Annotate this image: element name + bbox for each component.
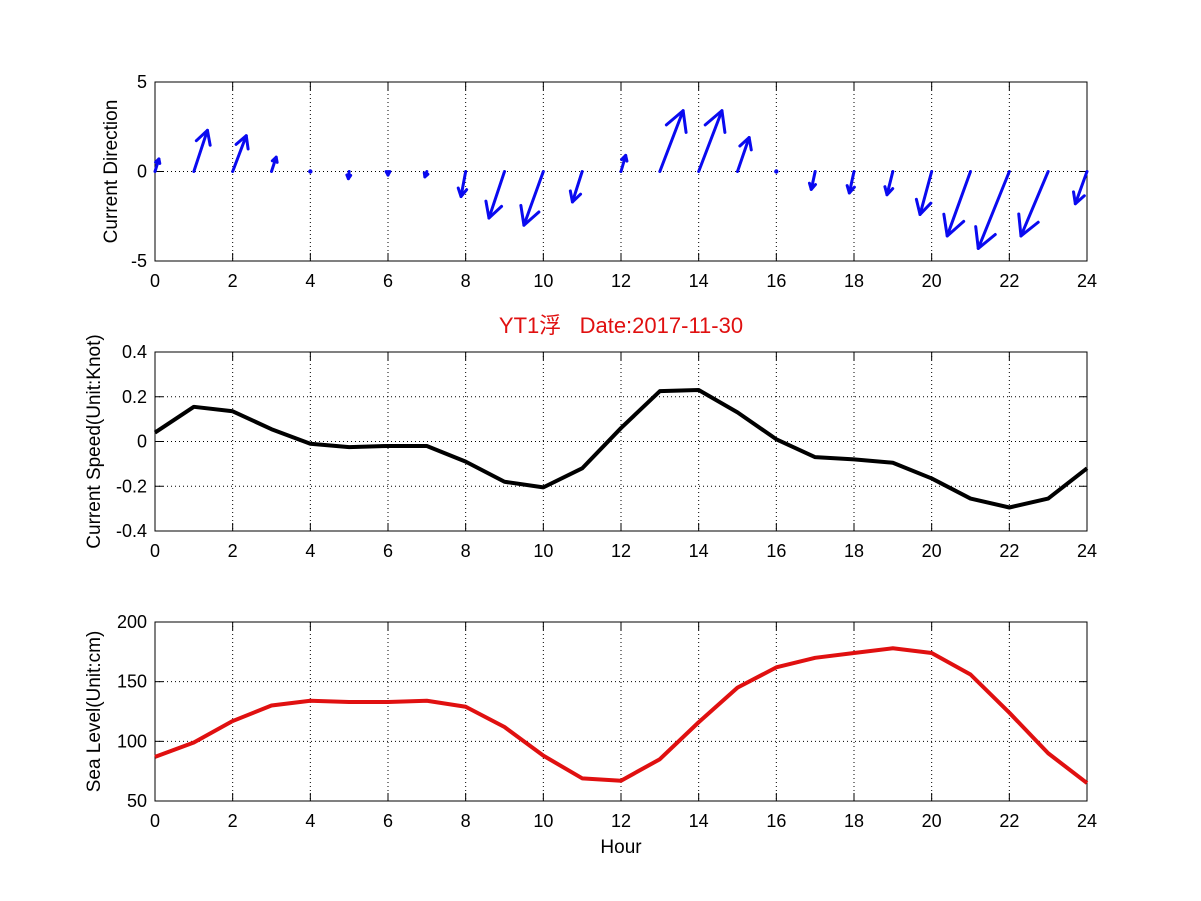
x-tick-label: 18 [844,811,864,831]
y-tick-label: -0.2 [116,476,147,496]
x-tick-label: 2 [228,811,238,831]
x-tick-label: 14 [689,541,709,561]
figure-title: YT1浮 Date:2017-11-30 [499,313,743,338]
sea-level-grid [155,622,1087,801]
current-arrow [883,170,895,197]
current-direction-x-ticks: 0 2 4 6 8 10 12 14 16 18 20 22 24 [150,82,1097,291]
x-tick-label: 6 [383,541,393,561]
current-arrow [845,170,856,195]
x-tick-label: 18 [844,541,864,561]
x-tick-label: 0 [150,541,160,561]
x-tick-label: 20 [922,541,942,561]
x-tick-label: 4 [305,271,315,291]
x-tick-label: 2 [228,541,238,561]
current-arrow [153,157,162,173]
current-arrow [774,169,779,174]
y-tick-label: 5 [137,72,147,92]
y-tick-label: 100 [117,731,147,751]
current-arrow [914,170,934,216]
current-arrow [1072,170,1089,206]
current-arrow [942,170,972,238]
x-tick-label: 12 [611,541,631,561]
x-tick-label: 20 [922,811,942,831]
current-arrow [308,169,313,174]
sea-level-y-axis-label: Sea Level(Unit:cm) [84,631,105,793]
current-arrow [270,155,279,173]
current-speed-panel: 0 2 4 6 8 10 12 14 16 18 20 22 24 -0.4-0.200.20.4 Cu… [84,334,1097,561]
current-direction-panel: 0 2 4 6 8 10 12 14 16 18 20 22 24 -505 Current Direc… [101,72,1097,291]
current-speed-x-ticks: 0 2 4 6 8 10 12 14 16 18 20 22 24 [150,352,1097,561]
current-speed-grid [155,352,1087,531]
current-arrow [519,170,545,227]
sea-level-x-ticks: 0 2 4 6 8 10 12 14 16 18 20 22 24 [150,622,1097,831]
current-arrow [384,170,392,177]
x-tick-label: 10 [533,541,553,561]
y-tick-label: -0.4 [116,521,147,541]
current-arrow [619,153,629,173]
current-arrow [697,109,727,173]
current-direction-arrows [153,109,1089,250]
current-speed-series [153,388,1089,510]
x-tick-label: 8 [461,541,471,561]
x-tick-label: 24 [1077,541,1097,561]
current-arrow [456,170,469,199]
current-arrow [568,170,584,204]
x-tick-label: 22 [999,811,1019,831]
current-speed-line [153,388,1089,510]
current-arrow [345,170,353,181]
current-arrow [1017,170,1050,238]
x-tick-label: 0 [150,271,160,291]
x-tick-label: 6 [383,271,393,291]
y-tick-label: 50 [127,791,147,811]
x-tick-label: 12 [611,811,631,831]
current-arrow [736,135,753,173]
current-arrow [192,128,212,173]
x-tick-label: 18 [844,271,864,291]
x-tick-label: 16 [766,811,786,831]
x-tick-label: 14 [689,811,709,831]
sea-level-x-axis-label: Hour [600,837,642,858]
current-arrow [484,170,506,220]
current-direction-y-axis-label: Current Direction [101,100,122,244]
x-tick-label: 0 [150,811,160,831]
x-tick-label: 8 [461,811,471,831]
sea-level-series [154,646,1089,785]
y-tick-label: 0 [137,162,147,182]
x-tick-label: 10 [533,811,553,831]
x-tick-label: 20 [922,271,942,291]
current-speed-y-axis-label: Current Speed(Unit:Knot) [84,334,105,548]
current-arrow [658,109,688,173]
x-tick-label: 4 [305,541,315,561]
current-arrow [974,170,1011,250]
x-tick-label: 4 [305,811,315,831]
y-tick-label: 0.4 [122,342,147,362]
current-arrow [231,134,250,173]
current-arrow [422,170,430,179]
y-tick-label: 0.2 [122,387,147,407]
x-tick-label: 16 [766,271,786,291]
x-tick-label: 24 [1077,811,1097,831]
y-tick-label: 150 [117,672,147,692]
x-tick-label: 10 [533,271,553,291]
current-speed-y-ticks: -0.4 -0.2 0 0.2 0.4 [116,342,1087,541]
x-tick-label: 24 [1077,271,1097,291]
x-tick-label: 22 [999,271,1019,291]
x-tick-label: 12 [611,271,631,291]
y-tick-label: 200 [117,612,147,632]
y-tick-label: 0 [137,432,147,452]
x-tick-label: 14 [689,271,709,291]
x-tick-label: 8 [461,271,471,291]
sea-level-y-ticks: 50 100 150 200 [117,612,1087,811]
x-tick-label: 22 [999,541,1019,561]
x-tick-label: 2 [228,271,238,291]
x-tick-label: 6 [383,811,393,831]
y-tick-label: -5 [131,251,147,271]
x-tick-label: 16 [766,541,786,561]
sea-level-line [154,646,1089,785]
current-arrow [807,170,817,191]
